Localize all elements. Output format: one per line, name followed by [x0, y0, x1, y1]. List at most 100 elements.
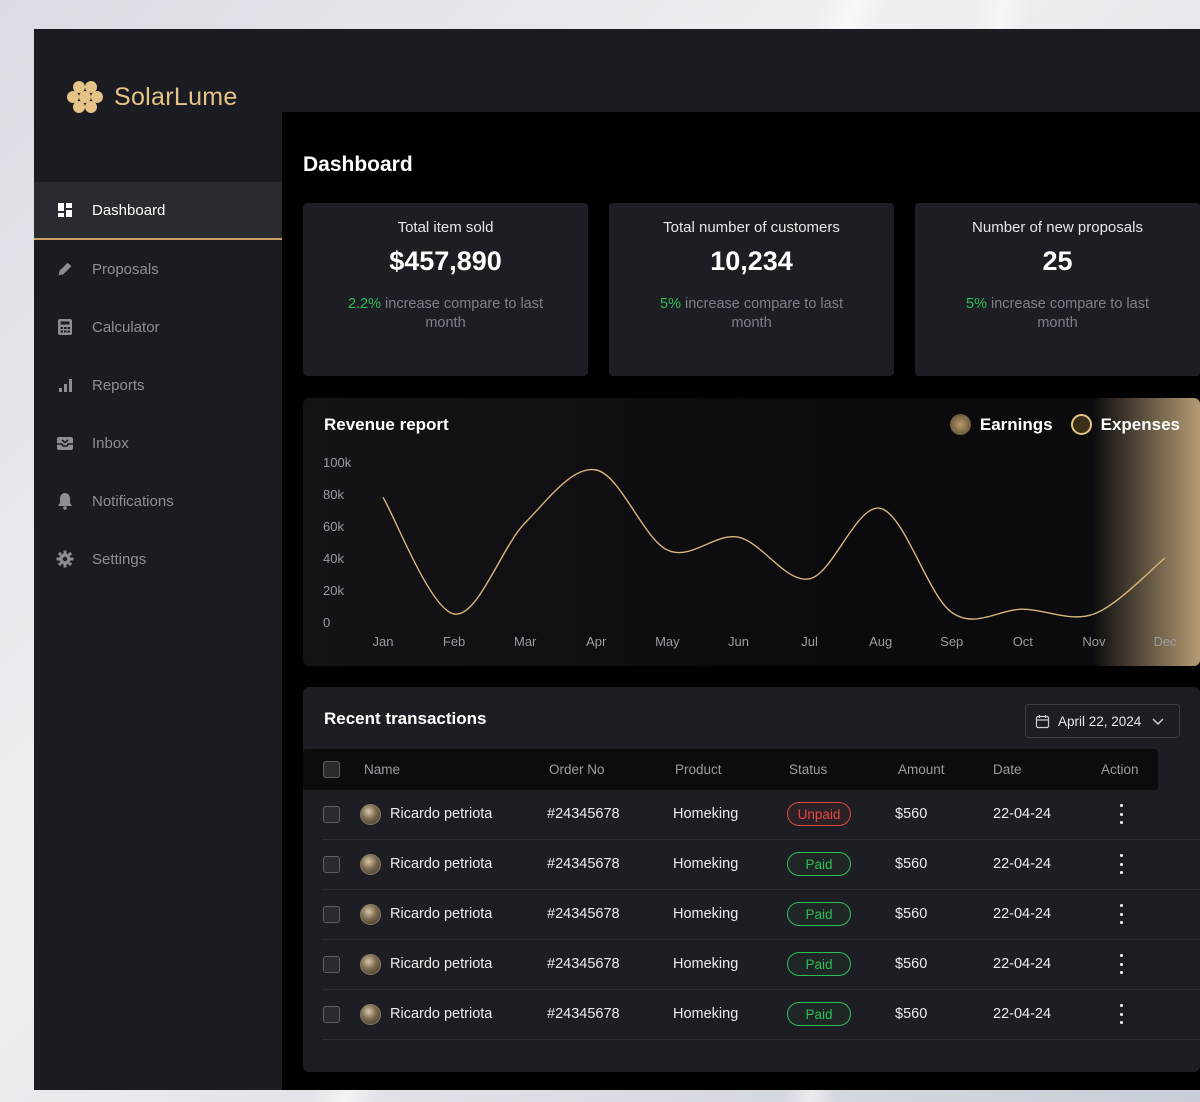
- sidebar-item-proposals[interactable]: Proposals: [34, 240, 282, 298]
- stat-change-note: increase compare to last month: [986, 296, 1149, 331]
- row-date: 22-04-24: [993, 956, 1052, 972]
- row-product: Homeking: [673, 856, 739, 872]
- column-header-product: Product: [675, 762, 722, 777]
- chart-legend: Earnings Expenses: [949, 414, 1180, 435]
- avatar: [360, 904, 381, 925]
- row-order-no: #24345678: [547, 856, 620, 872]
- expenses-icon: [1070, 414, 1092, 435]
- logo[interactable]: SolarLume: [66, 77, 238, 117]
- column-header-action: Action: [1101, 762, 1139, 777]
- row-order-no: #24345678: [547, 906, 620, 922]
- revenue-report-card: 100k 80k 60k 40k 20k 0 Jan Feb Mar Apr May Jun Jul Au…: [303, 398, 1200, 666]
- column-header-status: Status: [789, 762, 828, 777]
- row-name: Ricardo petriota: [390, 1006, 493, 1022]
- row-name: Ricardo petriota: [390, 906, 493, 922]
- main-content: Dashboard Total item sold $457,890 2.2% in…: [282, 112, 1200, 1090]
- row-name: Ricardo petriota: [390, 856, 493, 872]
- stat-label: Total number of customers: [663, 219, 840, 236]
- row-date: 22-04-24: [993, 856, 1052, 872]
- dashboard-icon: [56, 201, 74, 219]
- stat-label: Number of new proposals: [972, 219, 1143, 236]
- status-badge: Paid: [787, 952, 851, 976]
- sidebar-item-inbox[interactable]: Inbox: [34, 414, 282, 472]
- y-tick-label: 0: [323, 615, 330, 630]
- select-all-checkbox[interactable]: [323, 761, 340, 778]
- stat-change: 5% increase compare to last month: [958, 295, 1158, 333]
- table-header: Name Order No Product Status Amount Date Actio…: [303, 749, 1158, 790]
- row-amount: $560: [895, 856, 928, 872]
- earnings-icon: [949, 414, 971, 435]
- row-date: 22-04-24: [993, 1006, 1052, 1022]
- row-product: Homeking: [673, 956, 739, 972]
- avatar: [360, 1004, 381, 1025]
- row-order-no: #24345678: [547, 806, 620, 822]
- sidebar-item-calculator[interactable]: Calculator: [34, 298, 282, 356]
- bar-chart-icon: [56, 376, 74, 394]
- stat-value: $457,890: [389, 246, 502, 276]
- row-checkbox[interactable]: [323, 956, 340, 973]
- row-order-no: #24345678: [547, 956, 620, 972]
- sidebar-item-reports[interactable]: Reports: [34, 356, 282, 414]
- row-amount: $560: [895, 956, 928, 972]
- x-tick-label: May: [655, 634, 680, 649]
- y-tick-label: 40k: [323, 551, 344, 566]
- stat-label: Total item sold: [397, 219, 494, 236]
- sidebar-item-settings[interactable]: Settings: [34, 530, 282, 588]
- stat-change-percent: 2.2%: [347, 296, 382, 312]
- row-action-menu-icon[interactable]: [1118, 904, 1124, 924]
- revenue-chart: 100k 80k 60k 40k 20k 0 Jan Feb Mar Apr May Jun Jul Au…: [323, 455, 1177, 649]
- row-checkbox[interactable]: [323, 856, 340, 873]
- stat-change: 5% increase compare to last month: [652, 295, 852, 333]
- row-amount: $560: [895, 1006, 928, 1022]
- status-badge: Unpaid: [787, 802, 851, 826]
- stat-value: 25: [1042, 246, 1073, 276]
- legend-earnings-label: Earnings: [979, 414, 1053, 434]
- table-row: Ricardo petriota #24345678 Homeking Paid $56…: [322, 840, 1200, 890]
- row-name: Ricardo petriota: [390, 806, 493, 822]
- table-row: Ricardo petriota #24345678 Homeking Unpaid $…: [322, 790, 1200, 840]
- row-date: 22-04-24: [993, 906, 1052, 922]
- x-tick-label: Aug: [869, 634, 892, 649]
- status-badge: Paid: [787, 1002, 851, 1026]
- row-action-menu-icon[interactable]: [1118, 1004, 1124, 1024]
- y-tick-label: 80k: [323, 487, 344, 502]
- row-checkbox[interactable]: [323, 1006, 340, 1023]
- avatar: [360, 954, 381, 975]
- sidebar-item-notifications[interactable]: Notifications: [34, 472, 282, 530]
- x-tick-label: Dec: [1153, 634, 1177, 649]
- row-action-menu-icon[interactable]: [1118, 804, 1124, 824]
- column-header-name: Name: [364, 762, 401, 777]
- date-filter-value: April 22, 2024: [1058, 713, 1142, 729]
- logo-icon: [67, 81, 103, 113]
- sidebar-item-label: Settings: [92, 550, 147, 568]
- table-row: Ricardo petriota #24345678 Homeking Paid $56…: [322, 940, 1200, 990]
- stat-change: 2.2% increase compare to last month: [346, 295, 546, 333]
- transactions-title: Recent transactions: [324, 709, 487, 728]
- avatar: [360, 854, 381, 875]
- y-tick-label: 60k: [323, 519, 344, 534]
- sidebar-item-label: Proposals: [92, 260, 159, 278]
- row-amount: $560: [895, 906, 928, 922]
- status-badge: Paid: [787, 902, 851, 926]
- stat-change-percent: 5%: [966, 296, 987, 312]
- y-tick-label: 100k: [323, 455, 352, 470]
- recent-transactions-card: Recent transactions April 22, 2024 Name O…: [303, 687, 1200, 1072]
- app-window: SolarLume Dashboard Proposals Calculator Re…: [34, 29, 1200, 1090]
- app-name: SolarLume: [114, 82, 238, 111]
- row-date: 22-04-24: [993, 806, 1052, 822]
- series-line: [382, 469, 1166, 620]
- legend-expenses[interactable]: Expenses: [1070, 414, 1180, 435]
- x-tick-label: Jul: [801, 634, 818, 649]
- row-action-menu-icon[interactable]: [1118, 954, 1124, 974]
- stat-card: Total number of customers 10,234 5% increa…: [609, 203, 894, 376]
- row-checkbox[interactable]: [323, 806, 340, 823]
- legend-earnings[interactable]: Earnings: [949, 414, 1053, 435]
- row-product: Homeking: [673, 806, 739, 822]
- stat-change-percent: 5%: [660, 296, 681, 312]
- row-checkbox[interactable]: [323, 906, 340, 923]
- y-tick-label: 20k: [323, 583, 344, 598]
- date-filter-dropdown[interactable]: April 22, 2024: [1025, 704, 1180, 738]
- x-tick-label: Sep: [940, 634, 963, 649]
- row-action-menu-icon[interactable]: [1118, 854, 1124, 874]
- sidebar-item-dashboard[interactable]: Dashboard: [34, 182, 282, 240]
